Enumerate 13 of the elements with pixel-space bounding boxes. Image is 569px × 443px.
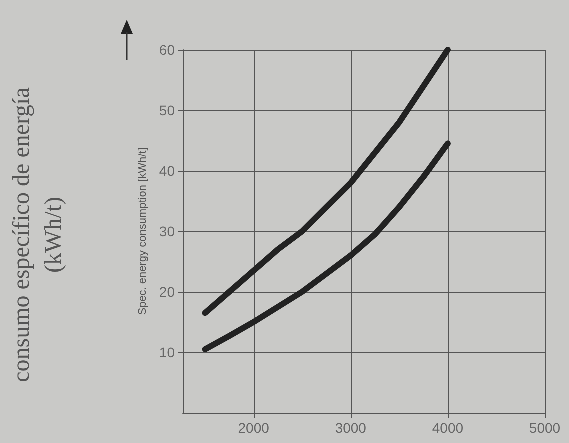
y-tick-label: 50: [159, 102, 176, 118]
x-tick-label: 5000: [529, 420, 561, 436]
y-tick-label: 40: [159, 163, 176, 179]
x-tick-label: 4000: [432, 420, 464, 436]
x-tick-label: 2000: [238, 420, 270, 436]
y-tick-label: 10: [159, 344, 176, 360]
x-tick-label: 3000: [335, 420, 367, 436]
text: consumo específico de energía: [9, 87, 35, 382]
y-tick-label: 30: [159, 224, 176, 240]
y-axis-title: Spec. energy consumption [kWh/t]: [137, 148, 150, 316]
text: (kWh/t): [41, 197, 67, 273]
y-tick-label: 60: [159, 42, 176, 58]
y-tick-label: 20: [159, 284, 176, 300]
